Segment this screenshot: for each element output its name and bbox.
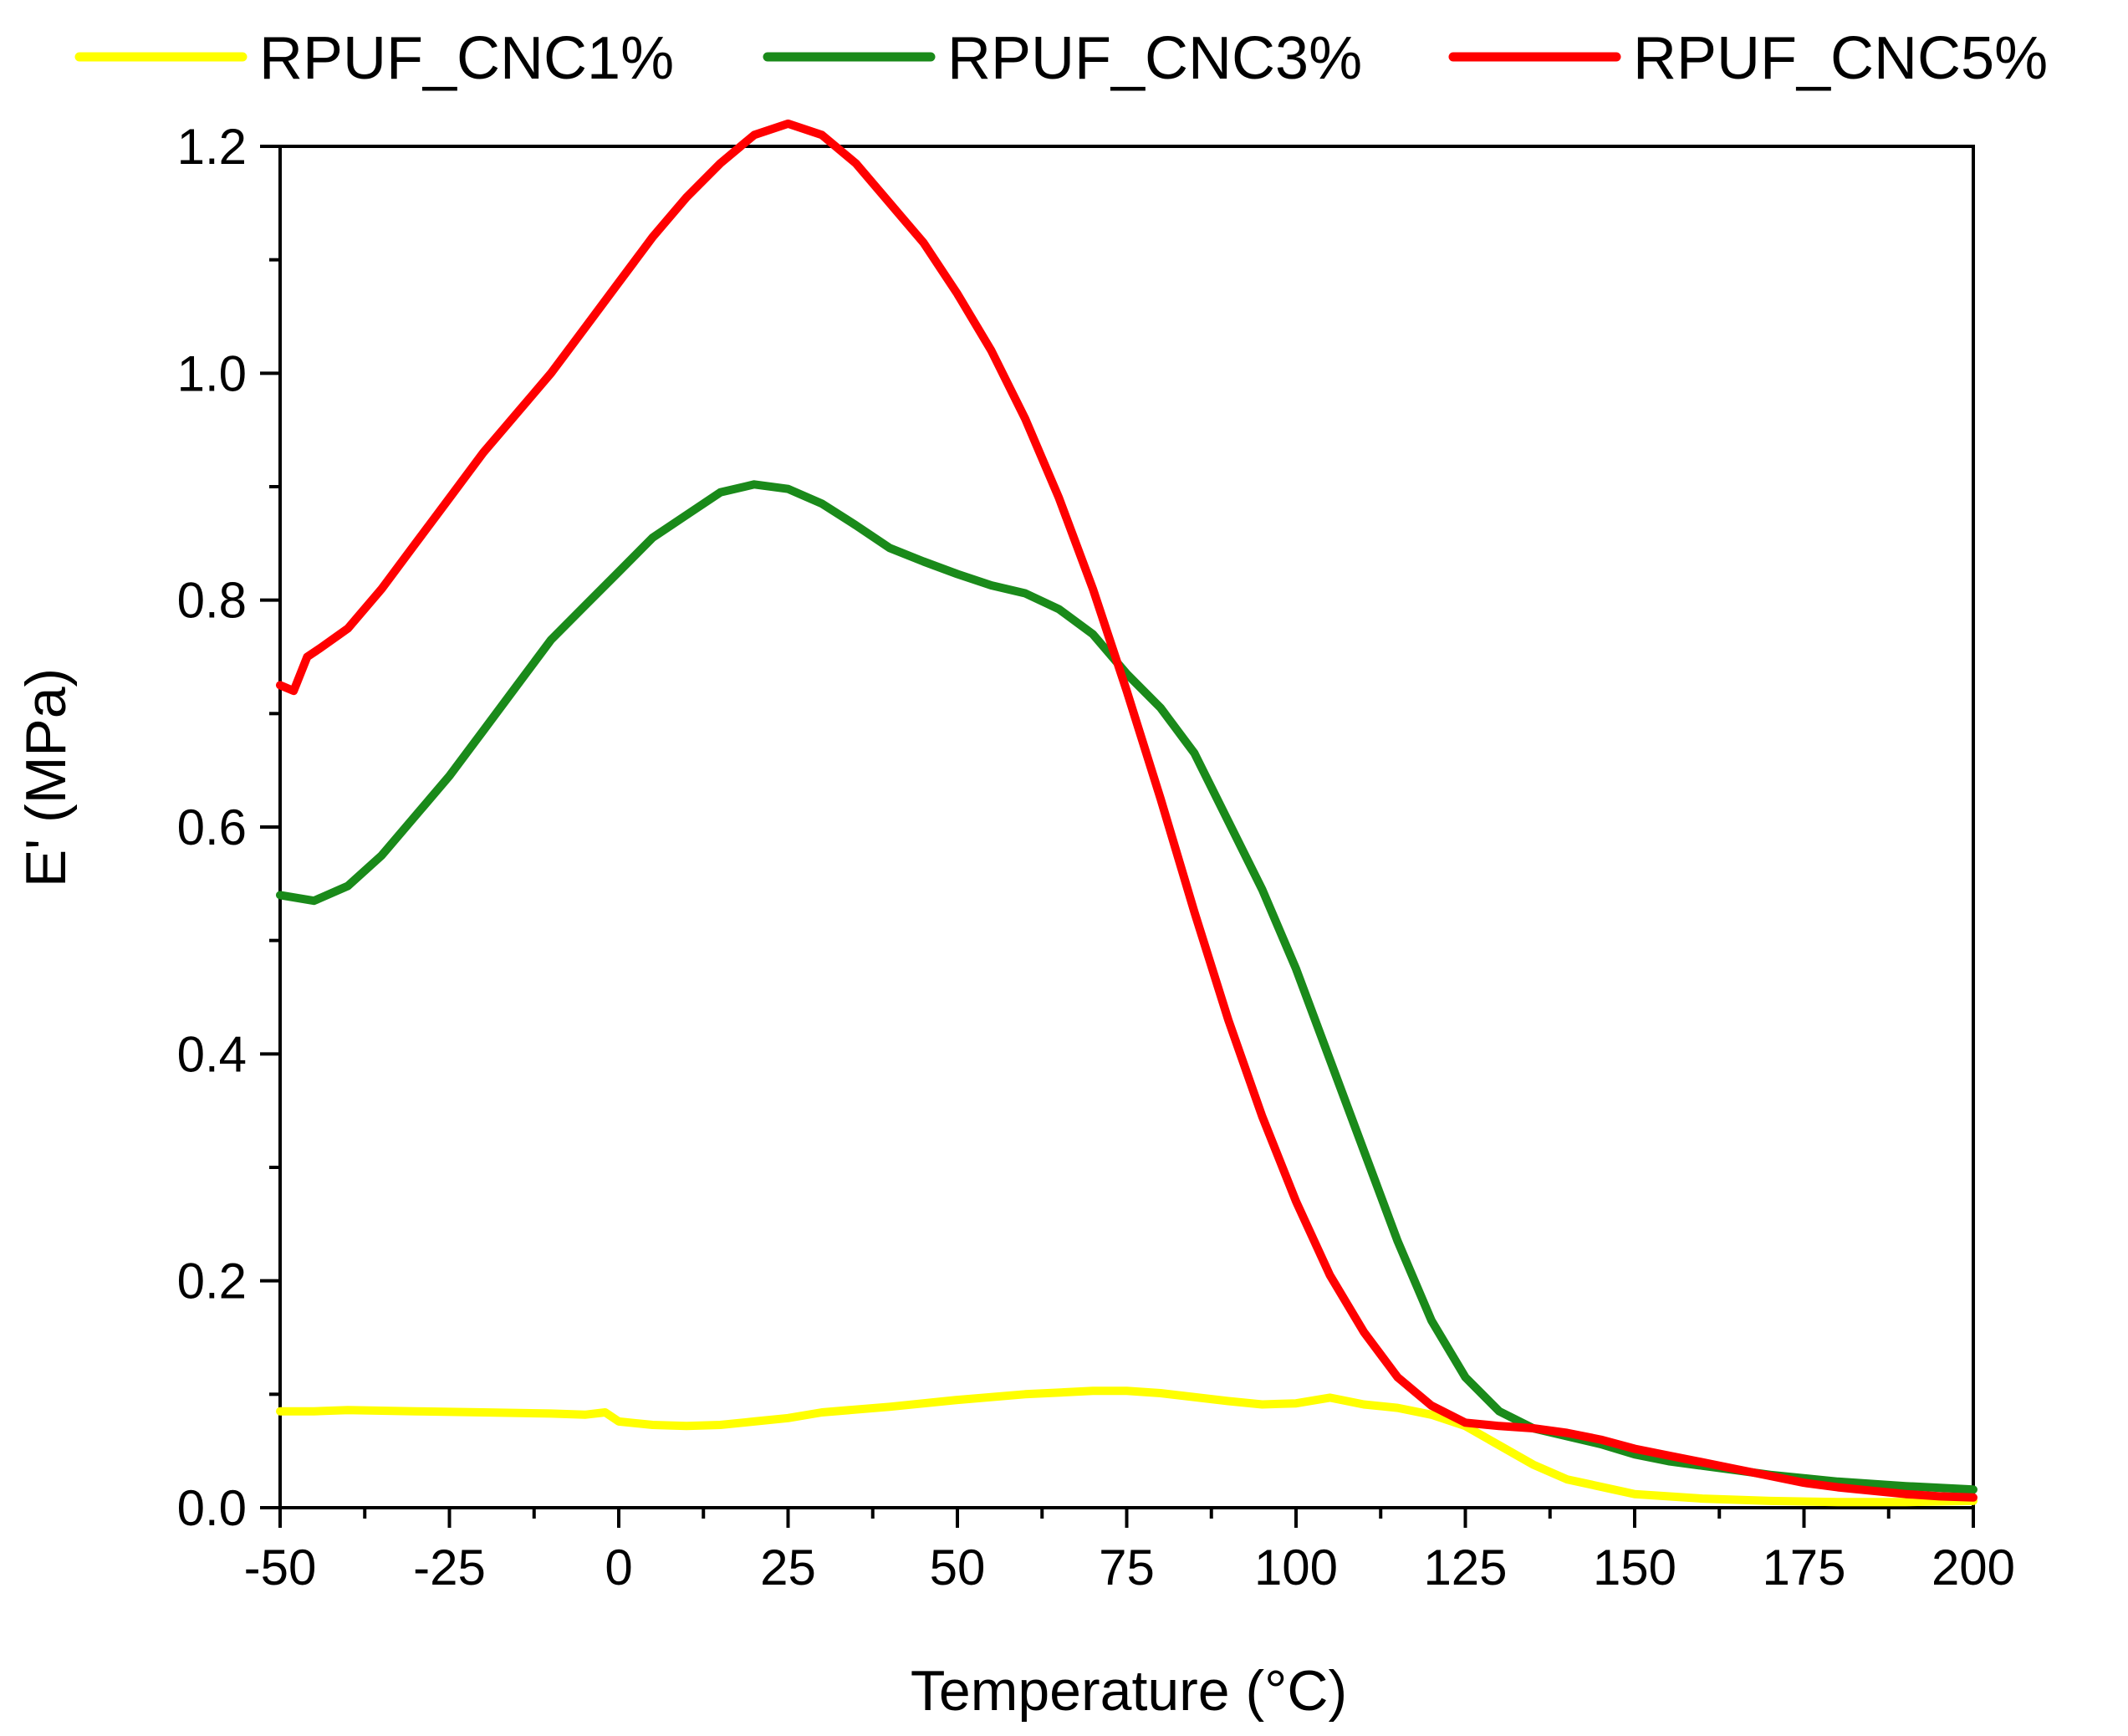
y-tick-label: 0.6 <box>177 799 247 855</box>
x-tick-label: 175 <box>1762 1539 1845 1596</box>
x-tick-label: 50 <box>930 1539 986 1596</box>
x-tick-label: 0 <box>605 1539 632 1596</box>
y-tick-label: 0.8 <box>177 573 247 629</box>
series-line-RPUF_CNC5% <box>276 119 1977 1502</box>
x-tick-label: 75 <box>1099 1539 1155 1596</box>
x-tick-label: -25 <box>413 1539 486 1596</box>
legend-label: RPUF_CNC3% <box>947 25 1362 92</box>
legend-item-RPUF_CNC5%: RPUF_CNC5% <box>1448 25 2048 92</box>
y-tick-label: 1.0 <box>177 345 247 401</box>
series-line-RPUF_CNC3% <box>276 480 1977 1494</box>
x-axis: -50 -25 0 25 50 75 100 125 150 175 200 <box>244 1508 2015 1596</box>
series-layer <box>276 119 1977 1507</box>
x-tick-label: 100 <box>1254 1539 1338 1596</box>
y-tick-label: 1.2 <box>177 119 247 175</box>
y-tick-label: 0.0 <box>177 1480 247 1536</box>
legend-label: RPUF_CNC5% <box>1633 25 2048 92</box>
y-tick-label: 0.4 <box>177 1026 247 1082</box>
legend-item-RPUF_CNC1%: RPUF_CNC1% <box>74 25 674 92</box>
x-tick-label: -50 <box>244 1539 317 1596</box>
x-tick-label: 150 <box>1593 1539 1676 1596</box>
plot-area: -50 -25 0 25 50 75 100 125 150 175 200 0.00.20.40.… <box>177 119 2015 1596</box>
y-axis-title: E' (MPa) <box>14 668 78 887</box>
x-tick-label: 25 <box>760 1539 816 1596</box>
plot-frame <box>278 145 1975 1509</box>
legend-label: RPUF_CNC1% <box>259 25 674 92</box>
x-tick-label: 125 <box>1423 1539 1507 1596</box>
legend-item-RPUF_CNC3%: RPUF_CNC3% <box>763 25 1362 92</box>
x-tick-label: 200 <box>1932 1539 2015 1596</box>
y-axis: 0.0 0.2 0.4 0.6 0.8 1.0 1.2 <box>177 119 280 1536</box>
x-axis-title: Temperature (°C) <box>911 1659 1347 1723</box>
y-tick-label: 0.2 <box>177 1253 247 1310</box>
series-line-RPUF_CNC1% <box>276 1386 1977 1507</box>
legend: RPUF_CNC1% RPUF_CNC3% RPUF_CNC5% <box>74 25 2048 92</box>
